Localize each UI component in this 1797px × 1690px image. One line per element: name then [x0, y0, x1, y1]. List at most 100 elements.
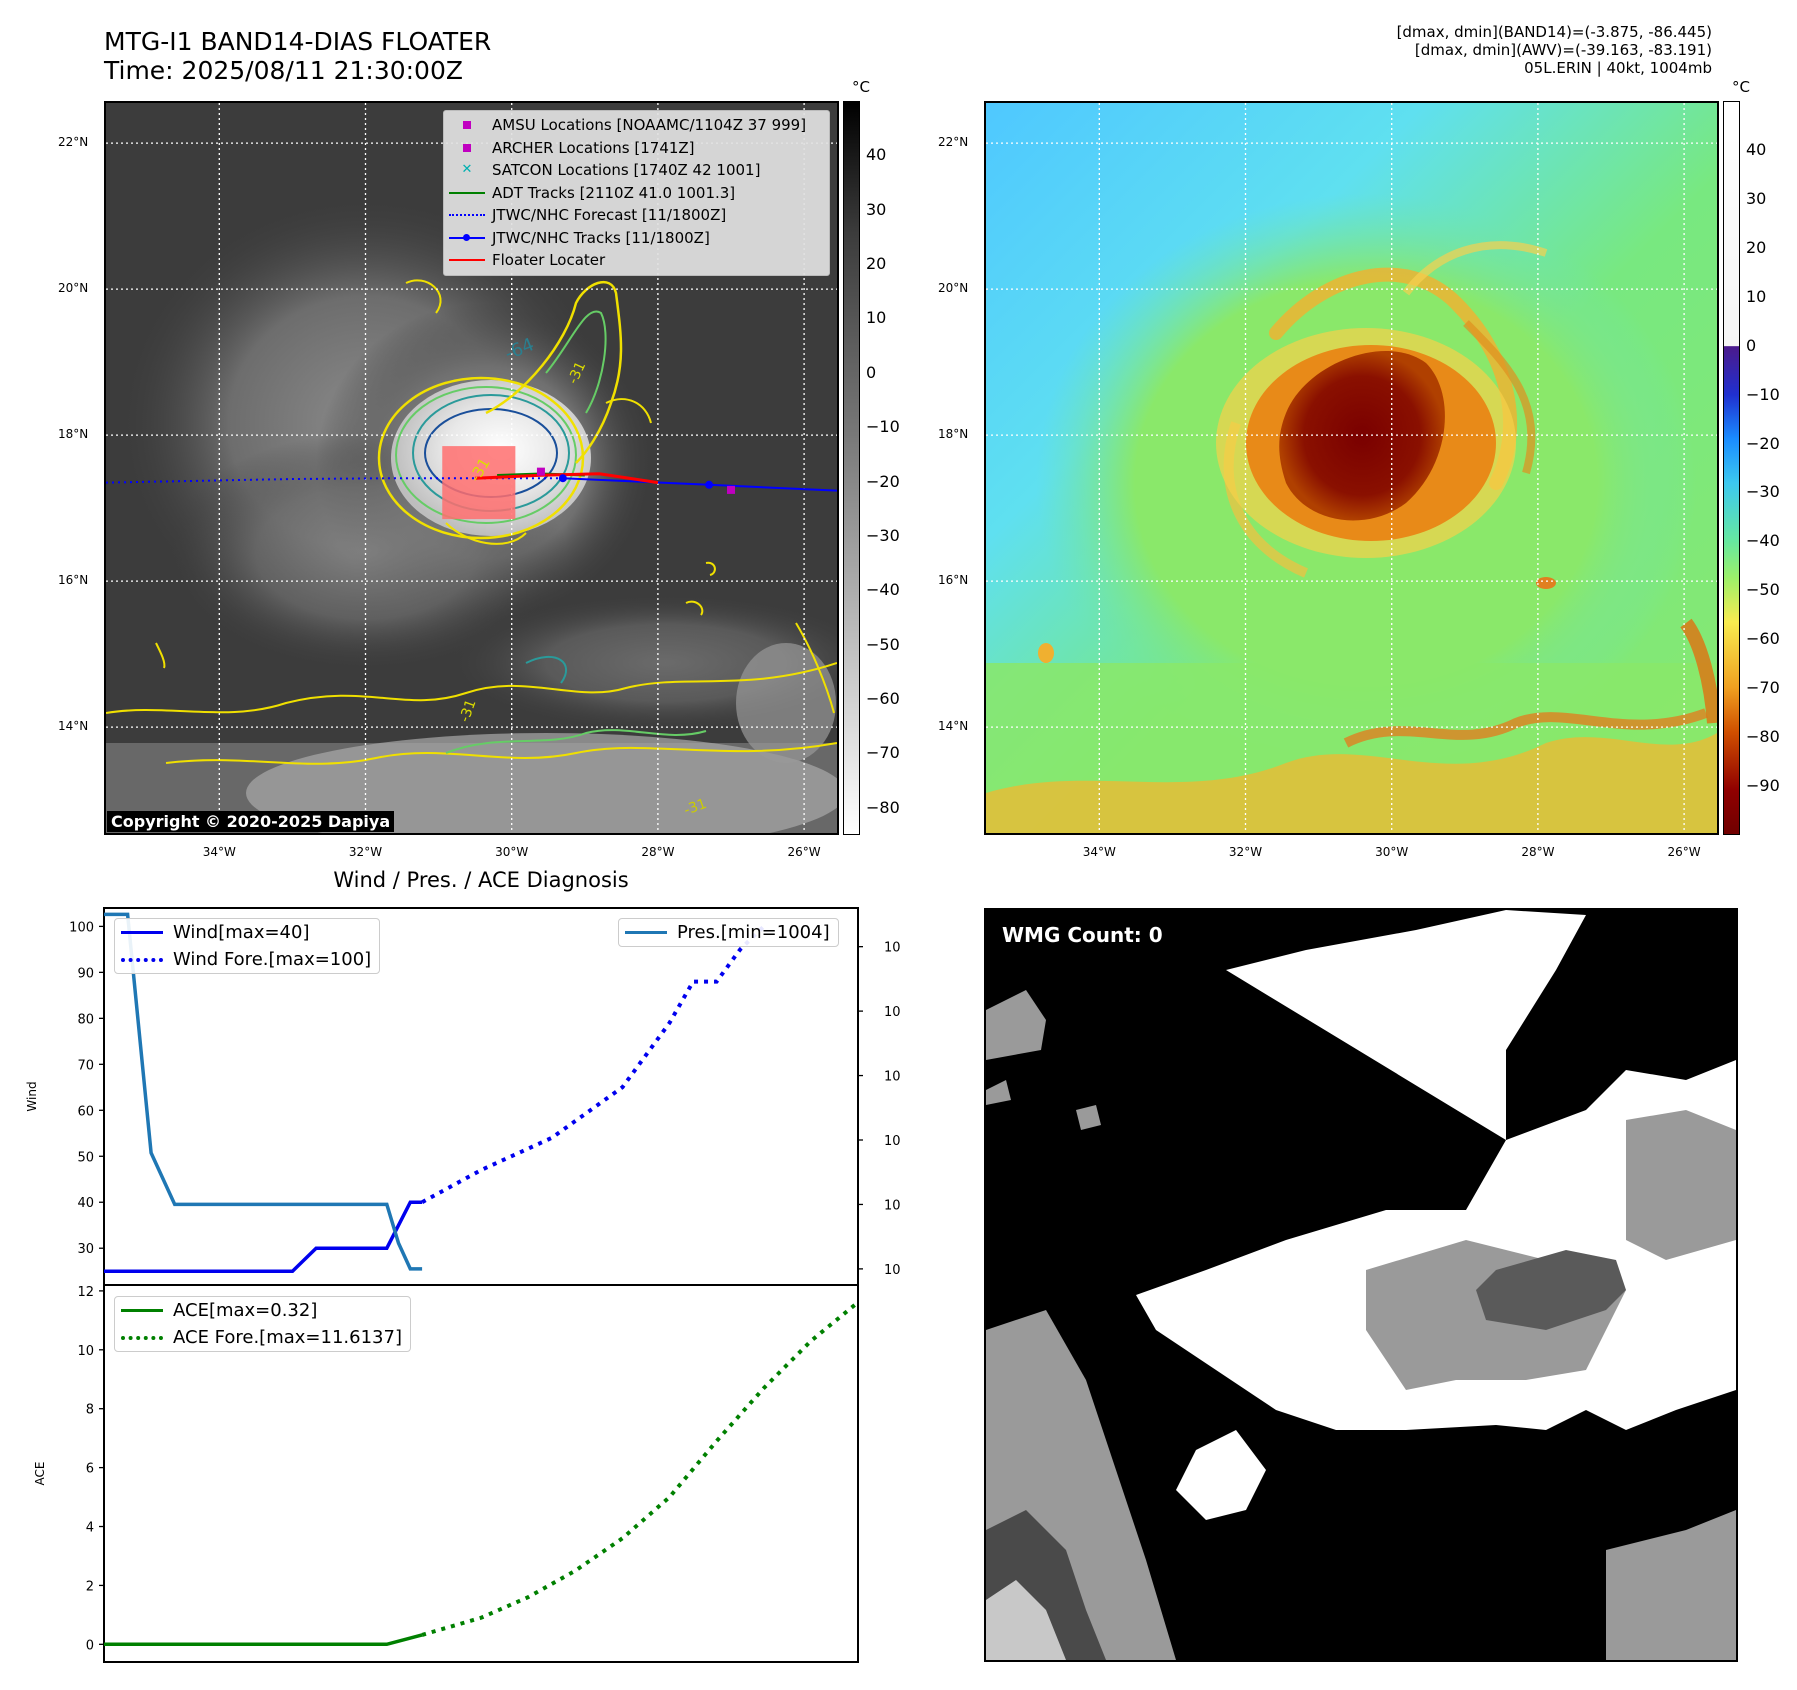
legend-item-forecast: JTWC/NHC Forecast [11/1800Z] — [444, 204, 829, 227]
contour-label-31b: -31 — [457, 697, 480, 724]
archer-points — [536, 467, 736, 494]
colorbar-tick-label: 20 — [866, 254, 887, 274]
y-tick-label: 12 — [77, 1285, 94, 1300]
lat-tick-label: 14°N — [938, 719, 969, 734]
colorbar-tick-label: 0 — [1746, 335, 1757, 355]
copyright-label: Copyright © 2020-2025 Dapiya — [107, 811, 395, 832]
colorbar-tick-label: −20 — [1746, 433, 1780, 453]
colorbar-tick-label: −80 — [1746, 727, 1780, 747]
legend-label: ARCHER Locations [1741Z] — [492, 138, 695, 157]
floater-box — [442, 446, 516, 520]
y-tick-label: 40 — [77, 1196, 94, 1211]
diagnosis-charts: 3040506070809010010041006100810101012101… — [25, 907, 900, 1663]
legend-label: JTWC/NHC Forecast [11/1800Z] — [492, 206, 727, 225]
colorbar-tick-label: −60 — [866, 689, 900, 709]
series-line-ace — [104, 1633, 423, 1647]
legend-item-archer: ARCHER Locations [1741Z] — [444, 137, 829, 160]
legend-label: JTWC/NHC Tracks [11/1800Z] — [492, 228, 710, 247]
y2-tick-label: 1008 — [884, 1134, 900, 1149]
y-tick-label: 2 — [86, 1579, 94, 1594]
lat-tick-label: 20°N — [938, 281, 969, 296]
legend-item-satcon: ✕ SATCON Locations [1740Z 42 1001] — [444, 159, 829, 182]
lat-tick-label: 20°N — [58, 281, 89, 296]
y-tick-label: 4 — [86, 1521, 94, 1536]
y2-tick-label: 1004 — [884, 1263, 900, 1278]
colorbar-tick-label: −40 — [1746, 531, 1780, 551]
lon-tick-label: 34°W — [1082, 845, 1116, 859]
archer-point — [536, 467, 545, 476]
colorbar-tick-label: 0 — [866, 362, 877, 382]
colorbar-tick-label: −50 — [866, 634, 900, 654]
series-line-ace-fore- — [421, 1300, 860, 1637]
series-line-pres- — [104, 912, 423, 1271]
colorbar-tick-label: −90 — [1746, 776, 1780, 796]
y-tick-label: 100 — [69, 920, 94, 935]
contour-label-31d: -31 — [682, 796, 709, 819]
y-tick-label: 60 — [77, 1104, 94, 1119]
series-line-wind — [104, 1200, 423, 1273]
axes-frame — [103, 1284, 859, 1663]
colorbar-tick-label: 20 — [1746, 237, 1767, 257]
info-line-2: [dmax, dmin](AWV)=(-39.163, -83.191) — [1414, 41, 1712, 59]
lon-tick-label: 28°W — [1521, 845, 1555, 859]
info-line-3: 05L.ERIN | 40kt, 1004mb — [1524, 59, 1712, 77]
lon-tick-label: 32°W — [348, 845, 383, 859]
awv-gridlines — [986, 103, 1717, 833]
y-axis-label: Wind — [25, 1081, 39, 1111]
series-line-wind-fore- — [421, 924, 766, 1204]
square-marker-icon — [448, 120, 486, 130]
lat-tick-label: 16°N — [58, 573, 89, 588]
colorbar-tick-label: −30 — [1746, 482, 1780, 502]
ir-legend: AMSU Locations [NOAAMC/1104Z 37 999] ARC… — [443, 110, 830, 276]
wind-legend: Wind[max=40] Wind Fore.[max=100] — [114, 918, 381, 974]
y-tick-label: 30 — [77, 1242, 94, 1257]
legend-label: Wind[max=40] — [173, 922, 310, 943]
y-tick-label: 10 — [77, 1344, 94, 1359]
colorbar-tick-label: −60 — [1746, 629, 1780, 649]
y-tick-label: 70 — [77, 1058, 94, 1073]
legend-label: SATCON Locations [1740Z 42 1001] — [492, 161, 761, 180]
title-line-2: Time: 2025/08/11 21:30:00Z — [104, 56, 463, 85]
square-marker-icon — [448, 143, 486, 153]
track-point — [705, 480, 714, 489]
awv-colorbar — [1723, 101, 1740, 835]
lat-tick-label: 22°N — [58, 135, 89, 150]
awv-map-image — [986, 103, 1717, 833]
colorbar-tick-label: −50 — [1746, 580, 1780, 600]
y2-tick-label: 1006 — [884, 1198, 900, 1213]
legend-item-tracks: JTWC/NHC Tracks [11/1800Z] — [444, 227, 829, 250]
y-tick-label: 90 — [77, 966, 94, 981]
legend-item-ace: ACE[max=0.32] — [115, 1297, 410, 1324]
lon-tick-label: 28°W — [641, 845, 675, 859]
colorbar-tick-label: 10 — [866, 308, 887, 328]
ir-colorbar — [843, 101, 860, 835]
legend-label: AMSU Locations [NOAAMC/1104Z 37 999] — [492, 116, 807, 135]
y-tick-label: 50 — [77, 1150, 94, 1165]
track-point — [558, 474, 567, 483]
floater-locater-line — [475, 472, 659, 485]
y-tick-label: 0 — [86, 1638, 94, 1653]
y-tick-label: 80 — [77, 1012, 94, 1027]
lon-tick-label: 34°W — [202, 845, 236, 859]
legend-label: ACE[max=0.32] — [173, 1300, 318, 1321]
legend-item-adt: ADT Tracks [2110Z 41.0 1001.3] — [444, 182, 829, 205]
lat-tick-label: 16°N — [938, 573, 969, 588]
colorbar-tick-label: −80 — [866, 797, 900, 817]
ir-colorbar-unit: °C — [852, 78, 870, 96]
legend-item-wind-forecast: Wind Fore.[max=100] — [115, 946, 379, 973]
figure-title: MTG-I1 BAND14-DIAS FLOATER Time: 2025/08… — [104, 27, 491, 85]
lon-tick-label: 30°W — [1375, 845, 1409, 859]
awv-map-panel — [984, 101, 1719, 835]
x-marker-icon: ✕ — [461, 162, 473, 178]
colorbar-tick-label: 30 — [866, 199, 887, 219]
wmg-panel: WMG Count: 0 — [984, 908, 1738, 1662]
wmg-count-label: WMG Count: 0 — [996, 920, 1169, 950]
ace-chart: 0 2 4 6 8 10 12 ACE — [33, 1284, 860, 1663]
colorbar-tick-label: −10 — [866, 417, 900, 437]
colorbar-tick-label: 10 — [1746, 286, 1767, 306]
ace-legend: ACE[max=0.32] ACE Fore.[max=11.6137] — [114, 1296, 411, 1352]
colorbar-tick-label: −20 — [866, 471, 900, 491]
legend-label: Pres.[min=1004] — [677, 922, 830, 943]
nhc-track-points — [558, 474, 714, 489]
